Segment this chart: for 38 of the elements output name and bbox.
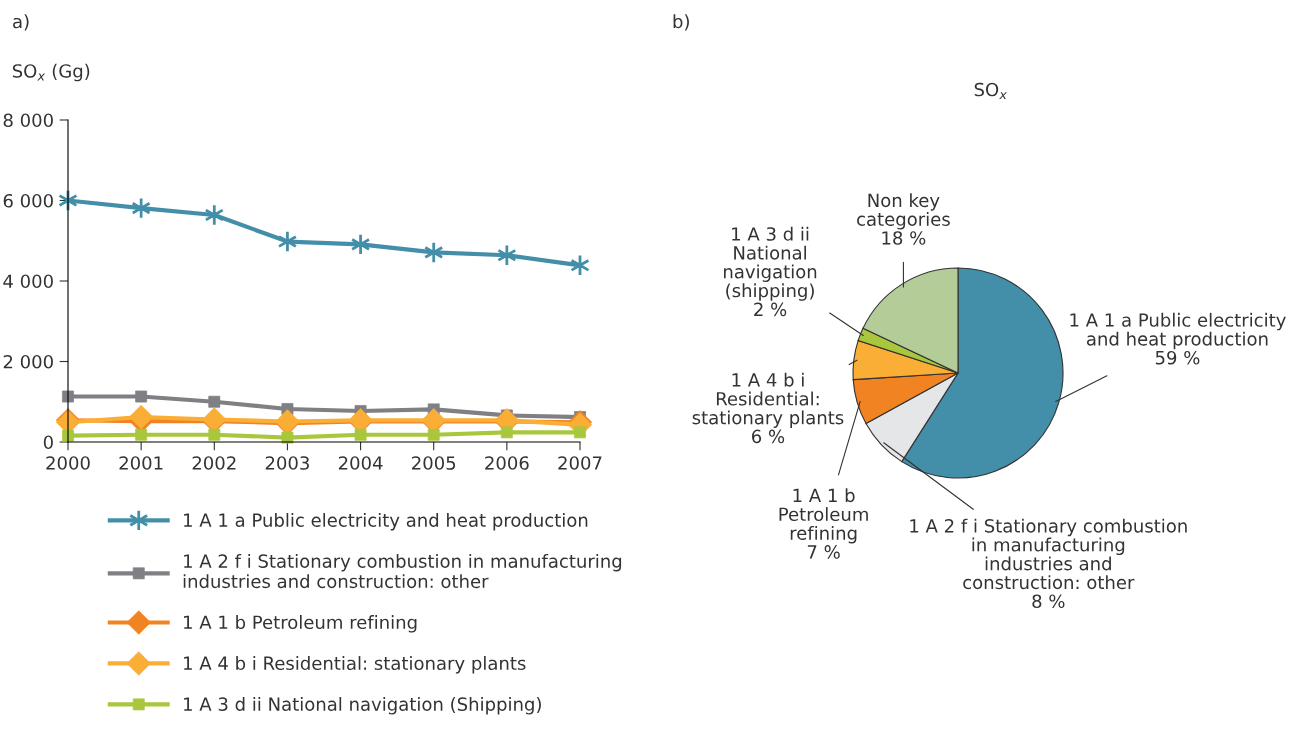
data-label: 8 % (1032, 594, 1065, 609)
text: a) (13, 14, 29, 31)
slice-label: 1 A 3 d ii National navigation (shipping) (724, 226, 817, 301)
data-label: 6 % (752, 429, 785, 444)
y-tick-label: 6 000 (3, 193, 53, 208)
legend-label: 1 A 4 b i Residential: stationary plants (184, 656, 526, 674)
x-tick-label: 2004 (338, 456, 383, 470)
legend-label: 1 A 2 f i Stationary combustion in manufacturing industries and construction: other (183, 553, 622, 589)
legend-label: 1 A 1 a Public electricity and heat production (184, 512, 588, 531)
slice-label: 1 A 1 b Petroleum refining (779, 488, 868, 544)
data-label: 7 % (807, 545, 840, 559)
data-label: 2 % (754, 302, 787, 317)
slice-label: 1 A 4 b i Residential: stationary plants (692, 372, 844, 428)
text: b) (673, 14, 689, 31)
y-tick-label: 2 000 (3, 354, 53, 369)
x-tick-label: 2005 (412, 456, 456, 470)
point (497, 244, 517, 267)
legend-label: 1 A 1 b Petroleum refining (184, 615, 417, 633)
y-tick-label: 8 000 (3, 113, 53, 128)
point (204, 203, 225, 227)
slice-label: Non key categories (857, 193, 950, 230)
data-label: 18 % (882, 231, 926, 245)
legend-label: 1 A 3 d ii National navigation (Shipping) (184, 696, 541, 715)
x-tick-label: 2007 (558, 456, 602, 470)
y-tick-label: 4 000 (3, 274, 53, 289)
point (131, 197, 151, 220)
chart-title: SO$_{x}$ (974, 82, 1007, 100)
y-tick-label: 0 (43, 435, 53, 450)
x-tick-label: 2003 (265, 456, 309, 470)
x-tick-label: 2001 (119, 456, 163, 470)
slice-label: 1 A 2 f i Stationary combustion in manufacturing industries and construction: other (910, 518, 1187, 590)
x-tick-label: 2002 (192, 456, 236, 470)
slice-label: 1 A 1 a Public electricity and heat production (1070, 312, 1286, 350)
data-label: 59 % (1155, 350, 1200, 365)
x-tick-label: 2006 (485, 456, 529, 470)
x-tick-label: 2000 (46, 456, 90, 470)
y-axis-title: SO$_{x}$ (Gg) (12, 63, 90, 82)
point (574, 426, 586, 439)
